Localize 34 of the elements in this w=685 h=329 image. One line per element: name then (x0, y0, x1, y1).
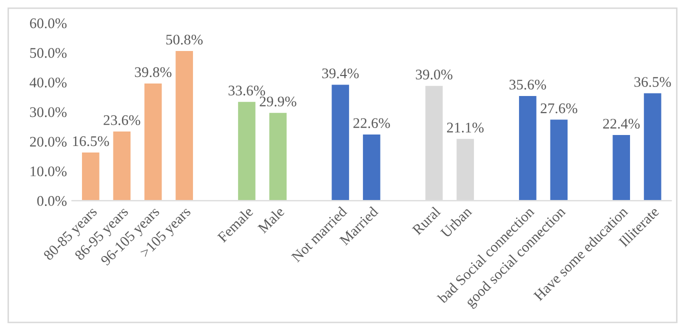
data-label: 22.6% (353, 118, 390, 128)
data-label: 36.5% (634, 77, 671, 87)
data-label: 39.8% (134, 67, 172, 78)
y-tick-label: 20.0% (30, 136, 67, 147)
y-tick-label: 30.0% (30, 107, 67, 118)
data-label: 22.4% (603, 118, 640, 129)
data-label: 16.5% (73, 136, 109, 146)
bar (143, 82, 164, 201)
bar (548, 118, 569, 201)
data-label: 33.6% (228, 86, 266, 96)
data-label: 21.1% (447, 122, 484, 133)
y-tick-label: 0.0% (37, 196, 67, 206)
bar (642, 92, 663, 201)
y-tick-label: 40.0% (30, 78, 67, 88)
bar (236, 100, 257, 201)
y-tick-label: 50.0% (30, 48, 67, 58)
bar (112, 130, 132, 201)
bar (174, 50, 194, 201)
y-tick-label: 10.0% (30, 166, 67, 176)
data-label: 35.6% (510, 80, 546, 90)
data-label: 39.4% (322, 68, 359, 78)
data-label: 27.6% (540, 103, 578, 114)
data-label: 29.9% (260, 96, 296, 106)
x-tick-label: Male (257, 206, 285, 234)
bar (80, 151, 101, 201)
bar (518, 94, 538, 201)
data-label: 50.8% (166, 34, 203, 45)
bar (611, 134, 632, 201)
y-tick-label: 60.0% (30, 18, 67, 28)
bar (362, 133, 382, 201)
bar (268, 111, 288, 201)
data-label: 39.0% (416, 70, 452, 80)
bar (330, 83, 350, 201)
data-label: 23.6% (104, 115, 140, 126)
